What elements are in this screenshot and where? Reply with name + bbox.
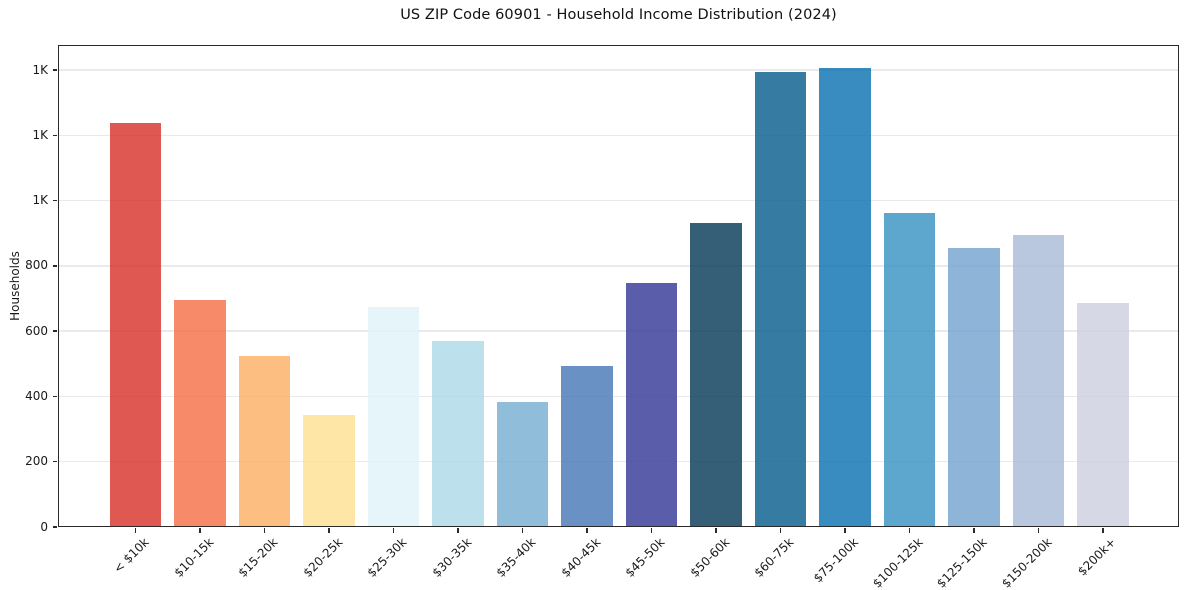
x-tick-label: $150-200k: [998, 535, 1055, 590]
y-tick-label: 1K: [32, 127, 48, 142]
x-tick-label: $30-35k: [429, 535, 474, 580]
x-tick-mark: [908, 528, 911, 533]
bar-200k+: [1077, 302, 1129, 527]
x-tick-mark: [779, 528, 782, 533]
x-tick-mark: [1037, 528, 1040, 533]
y-tick-mark: [52, 526, 57, 528]
y-tick-label: 200: [25, 454, 48, 469]
x-tick-mark: [586, 528, 588, 533]
x-tick-label: $25-30k: [364, 535, 410, 580]
x-tick-mark: [328, 528, 330, 533]
x-tick-mark: [457, 528, 459, 533]
bar-125150k: [948, 248, 1000, 527]
y-tick-mark: [52, 69, 57, 71]
bar-4045k: [561, 365, 613, 527]
bar-6075k: [754, 72, 807, 527]
bar-4550k: [625, 283, 678, 527]
x-tick-label: $40-45k: [558, 535, 603, 580]
chart-title: US ZIP Code 60901 - Household Income Dis…: [400, 7, 837, 23]
bar-10k: [109, 123, 162, 527]
x-tick-mark: [263, 528, 266, 533]
y-tick-label: 0: [40, 519, 48, 534]
bar-1015k: [174, 299, 226, 527]
gridline: [58, 330, 1179, 332]
bar-2025k: [303, 415, 355, 527]
bar-5060k: [690, 223, 742, 527]
y-tick-mark: [52, 134, 57, 137]
x-tick-mark: [521, 528, 524, 533]
y-tick-label: 1K: [32, 62, 48, 77]
bar-1520k: [238, 355, 291, 527]
x-tick-mark: [392, 528, 395, 533]
bar-2530k: [367, 307, 420, 527]
gridline: [58, 69, 1179, 71]
bar-3035k: [432, 340, 484, 527]
y-tick-mark: [52, 460, 57, 463]
bar-150200k: [1012, 234, 1065, 527]
bar-3540k: [496, 402, 549, 527]
x-tick-mark: [134, 528, 137, 533]
plot-area: [58, 45, 1179, 527]
x-tick-label: $200k+: [1075, 535, 1119, 579]
x-tick-label: $45-50k: [622, 535, 668, 580]
x-tick-label: $60-75k: [751, 535, 797, 580]
x-tick-mark: [199, 528, 201, 533]
gridline: [58, 460, 1179, 463]
x-tick-mark: [973, 528, 975, 533]
x-tick-label: $20-25k: [300, 535, 345, 580]
gridline: [58, 265, 1179, 267]
gridline: [58, 199, 1179, 202]
y-tick-mark: [52, 199, 57, 202]
x-tick-label: $75-100k: [810, 535, 861, 586]
x-tick-mark: [650, 528, 653, 533]
bar-75100k: [819, 68, 871, 527]
gridline: [58, 134, 1179, 137]
gridline: [58, 395, 1179, 398]
x-tick-label: $10-15k: [171, 535, 216, 580]
x-tick-label: $50-60k: [687, 535, 732, 580]
y-tick-mark: [52, 265, 57, 267]
x-tick-mark: [715, 528, 717, 533]
y-tick-label: 800: [25, 258, 48, 273]
x-tick-label: $35-40k: [493, 535, 539, 580]
x-tick-mark: [844, 528, 846, 533]
x-tick-label: $125-150k: [934, 535, 990, 590]
y-tick-label: 400: [25, 388, 48, 403]
x-tick-label: $100-125k: [869, 535, 926, 590]
y-tick-label: 1K: [32, 193, 48, 208]
x-tick-label: $15-20k: [235, 535, 281, 580]
y-tick-mark: [52, 330, 57, 332]
y-tick-mark: [52, 395, 57, 398]
bar-100125k: [883, 213, 936, 527]
x-tick-label: < $10k: [110, 535, 152, 576]
x-tick-mark: [1102, 528, 1104, 533]
y-tick-label: 600: [25, 323, 48, 338]
